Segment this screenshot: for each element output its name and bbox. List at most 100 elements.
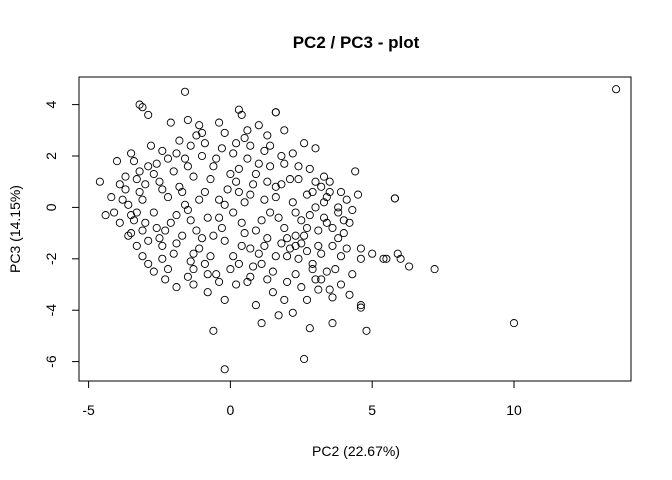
data-point: [263, 234, 272, 243]
data-point: [200, 259, 209, 268]
y-axis: -6 -4 -2 0 2 4: [43, 100, 80, 368]
data-point: [268, 288, 277, 297]
data-point: [138, 252, 147, 261]
data-point: [271, 108, 280, 117]
data-point: [251, 226, 260, 235]
data-point: [163, 154, 173, 163]
data-point: [189, 249, 198, 258]
data-point: [291, 208, 300, 217]
data-point: [336, 280, 346, 289]
data-point: [274, 213, 283, 222]
data-point: [200, 187, 209, 197]
data-point: [317, 275, 326, 284]
data-point: [232, 177, 241, 186]
data-point: [183, 205, 192, 215]
data-point: [158, 185, 167, 194]
x-tick-label: 10: [506, 402, 522, 418]
data-point: [328, 293, 337, 302]
data-point: [200, 139, 209, 148]
data-point: [217, 144, 226, 153]
data-point: [206, 252, 215, 261]
data-point: [311, 203, 320, 212]
data-point: [144, 110, 153, 119]
data-point: [311, 177, 320, 186]
data-point: [215, 213, 224, 222]
data-point: [325, 187, 334, 197]
data-point: [393, 249, 402, 258]
data-point: [302, 295, 312, 304]
data-point: [192, 226, 201, 235]
data-point: [112, 157, 122, 166]
data-point: [305, 211, 314, 220]
data-point: [144, 162, 153, 171]
data-point: [146, 141, 156, 150]
data-point: [280, 223, 289, 233]
data-point: [319, 198, 329, 207]
data-point: [288, 308, 297, 317]
y-tick-label: 2: [43, 152, 59, 160]
data-point: [356, 301, 365, 310]
data-point: [277, 239, 286, 248]
data-point: [260, 146, 269, 155]
data-point: [322, 218, 331, 227]
data-point: [328, 223, 337, 233]
data-point: [138, 103, 147, 112]
data-point: [186, 216, 195, 225]
data-point: [331, 265, 340, 274]
data-point: [203, 288, 212, 297]
y-tick-label: 0: [43, 203, 59, 211]
data-point: [229, 149, 238, 158]
data-point: [186, 141, 195, 150]
data-point: [302, 223, 312, 233]
data-point: [220, 365, 229, 374]
data-point: [166, 118, 175, 127]
data-point: [285, 244, 295, 253]
data-point: [169, 249, 178, 258]
data-point: [266, 208, 275, 217]
data-point: [195, 244, 204, 253]
data-point: [249, 180, 258, 189]
data-point: [254, 159, 263, 168]
data-point: [246, 190, 255, 199]
data-point: [300, 354, 309, 364]
data-point: [240, 198, 249, 207]
data-point: [283, 234, 292, 243]
data-point: [226, 265, 235, 274]
data-point: [240, 229, 249, 238]
data-point: [155, 177, 164, 186]
data-point: [317, 182, 326, 191]
data-point: [251, 301, 260, 310]
data-point: [135, 100, 144, 109]
data-point: [294, 162, 303, 171]
data-point: [152, 223, 161, 233]
data-point: [430, 265, 439, 274]
data-point: [226, 169, 235, 179]
data-point: [206, 175, 215, 184]
data-point: [141, 218, 150, 227]
data-point: [291, 241, 300, 250]
data-point: [203, 213, 212, 222]
x-tick-label: 5: [368, 402, 376, 418]
data-point: [368, 249, 377, 258]
data-point: [110, 208, 119, 217]
data-point: [195, 121, 204, 130]
data-point: [268, 267, 277, 276]
data-point: [291, 270, 300, 279]
data-point: [288, 149, 297, 158]
x-axis: -5 0 5 10: [82, 380, 522, 418]
data-point: [237, 110, 246, 119]
data-point: [237, 218, 246, 227]
data-point: [232, 139, 241, 148]
data-point: [215, 277, 224, 286]
data-point: [183, 162, 192, 171]
data-point: [353, 190, 363, 199]
data-point: [308, 259, 317, 268]
data-point: [342, 244, 351, 253]
data-point: [175, 136, 184, 145]
data-point: [220, 295, 229, 304]
data-point: [249, 262, 258, 271]
data-point: [115, 180, 124, 189]
data-point: [288, 198, 297, 207]
data-point: [215, 118, 224, 127]
data-point: [234, 164, 243, 173]
